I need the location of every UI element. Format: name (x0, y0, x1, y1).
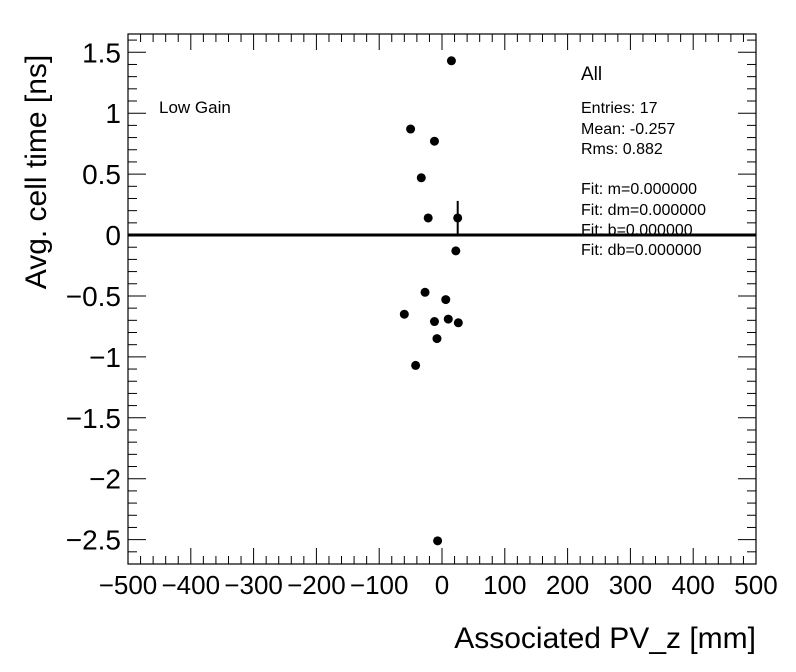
data-point (453, 213, 463, 223)
data-point (406, 124, 416, 134)
data-point (433, 536, 443, 546)
x-tick-label: 200 (546, 570, 589, 600)
data-point (420, 287, 430, 297)
x-tick-label: 100 (483, 570, 526, 600)
x-tick-label: −500 (99, 570, 158, 600)
data-point (432, 334, 442, 344)
data-point (446, 56, 456, 66)
y-tick-label: −2.5 (66, 525, 121, 556)
x-tick-label: 400 (672, 570, 715, 600)
y-tick-label: 1 (105, 98, 121, 129)
stats-entries: Entries: 17 (581, 100, 658, 117)
stats-mean: Mean: -0.257 (581, 121, 675, 138)
y-tick-label: −1.5 (66, 403, 121, 434)
stats-fit-m: Fit: m=0.000000 (581, 181, 697, 198)
data-point (451, 246, 461, 256)
data-point (441, 295, 451, 305)
x-tick-label: −400 (162, 570, 221, 600)
tick-labels: −500 −400 −300 −200 −100 0 100 200 300 400 500 −2.5… (66, 37, 778, 600)
stats-rms: Rms: 0.882 (581, 141, 663, 158)
x-tick-label: 0 (435, 570, 449, 600)
data-point (416, 173, 426, 183)
x-tick-label: −200 (287, 570, 346, 600)
y-tick-label: −1 (89, 342, 121, 373)
x-tick-label: −300 (224, 570, 283, 600)
stats-title: All (581, 64, 602, 85)
stats-fit-db: Fit: db=0.000000 (581, 242, 702, 259)
y-tick-label: 0.5 (82, 159, 121, 190)
data-point (423, 213, 433, 223)
stats-fit-b: Fit: b=0.000000 (581, 222, 693, 239)
x-axis-label: Associated PV_z [mm] (454, 622, 756, 655)
y-axis-label: Avg. cell time [ns] (20, 55, 53, 290)
stats-box: All Entries: 17 Mean: -0.257 Rms: 0.882 … (581, 64, 706, 259)
y-tick-label: −2 (89, 464, 121, 495)
y-tick-label: 1.5 (82, 37, 121, 68)
x-tick-label: −100 (350, 570, 409, 600)
data-points (399, 56, 463, 546)
low-gain-annotation: Low Gain (159, 98, 231, 117)
data-point (443, 314, 453, 324)
data-point (411, 360, 421, 370)
data-point (429, 136, 439, 146)
data-point (429, 317, 439, 327)
x-tick-label: 500 (734, 570, 777, 600)
axis-ticks (127, 34, 757, 565)
stats-fit-dm: Fit: dm=0.000000 (581, 202, 706, 219)
data-point (399, 309, 409, 319)
data-point (453, 318, 463, 328)
x-tick-label: 300 (609, 570, 652, 600)
y-tick-label: 0 (105, 220, 121, 251)
y-tick-label: −0.5 (66, 281, 121, 312)
